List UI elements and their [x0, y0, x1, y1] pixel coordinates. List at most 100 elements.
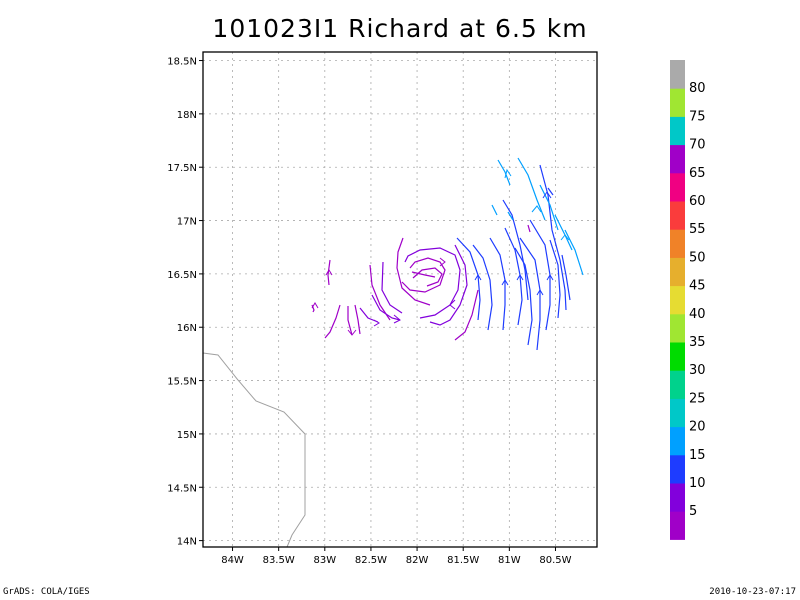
colorbar-label: 45 — [689, 279, 706, 294]
flow-arrow — [439, 257, 446, 267]
colorbar-swatch — [670, 116, 685, 146]
colorbar-swatch — [670, 60, 685, 89]
flow-arrow — [373, 319, 380, 327]
map-title: 101023I1 Richard at 6.5 km — [212, 14, 588, 43]
map-frame — [202, 51, 598, 548]
colorbar-label: 65 — [689, 166, 706, 181]
lon-tick-label: 84W — [221, 555, 244, 566]
colorbar-label: 15 — [689, 448, 706, 463]
flow-arrow — [546, 274, 554, 281]
colorbar-label: 35 — [689, 335, 706, 350]
streamline — [514, 247, 533, 346]
streamline — [396, 237, 431, 306]
streamline — [381, 261, 403, 314]
flow-arrow — [474, 274, 482, 281]
colorbar-label: 70 — [689, 138, 706, 153]
streamline — [517, 157, 546, 221]
colorbar-swatch — [670, 229, 685, 258]
flow-arrow — [325, 269, 333, 276]
streamline — [369, 264, 391, 321]
colorbar-swatch — [670, 313, 685, 343]
lat-tick-label: 14N — [177, 537, 197, 548]
colorbar-label: 55 — [689, 222, 706, 237]
streamline — [547, 187, 554, 196]
colorbar-label: 40 — [689, 307, 706, 322]
lat-tick-label: 16.5N — [167, 270, 197, 281]
colorbar-swatch — [670, 201, 685, 230]
lon-tick-label: 82.5W — [355, 555, 387, 566]
colorbar-swatch — [670, 285, 685, 315]
colorbar-label: 50 — [689, 250, 706, 265]
colorbar-label: 10 — [689, 476, 706, 491]
streamline — [539, 184, 559, 231]
lat-tick-label: 18N — [177, 110, 197, 121]
colorbar-swatch — [670, 342, 685, 371]
colorbar-label: 30 — [689, 363, 706, 378]
streamline — [324, 304, 341, 339]
colorbar-label: 20 — [689, 420, 706, 435]
axis-labels: 84W 83.5W 83W 82.5W 82W 81.5W 81W 80.5W 14N 14.5N… — [167, 57, 571, 566]
lat-tick-label: 15.5N — [167, 377, 197, 388]
lat-tick-label: 15N — [177, 430, 197, 441]
streamline — [359, 307, 379, 323]
colorbar-swatch — [670, 257, 685, 287]
colorbar-label: 5 — [689, 504, 697, 519]
streamlines — [311, 157, 584, 351]
lat-tick-label: 17N — [177, 217, 197, 228]
lon-tick-label: 81W — [498, 555, 521, 566]
streamline — [401, 257, 446, 293]
colorbar-swatch — [670, 454, 685, 484]
flow-arrow — [542, 191, 552, 199]
footer-timestamp: 2010-10-23-07:17 — [709, 587, 796, 597]
flow-arrow — [347, 329, 357, 336]
lon-tick-label: 83W — [313, 555, 336, 566]
lat-tick-label: 17.5N — [167, 163, 197, 174]
streamline — [497, 159, 511, 186]
streamline — [561, 254, 571, 301]
streamline — [502, 199, 529, 301]
streamline — [411, 271, 436, 278]
streamline — [327, 259, 331, 286]
lon-tick-label: 80.5W — [539, 555, 571, 566]
lon-tick-label: 83.5W — [263, 555, 295, 566]
coastline — [202, 352, 306, 548]
flow-arrow — [560, 234, 570, 241]
colorbar-label: 75 — [689, 109, 706, 124]
lat-tick-label: 18.5N — [167, 57, 197, 68]
colorbar-swatch — [670, 426, 685, 456]
gridlines — [203, 52, 597, 547]
streamline — [491, 204, 498, 216]
streamline — [347, 306, 353, 336]
colorbar-swatch — [670, 88, 685, 117]
colorbar: 5 10 15 20 25 30 35 40 45 50 55 60 65 70 75 80 — [670, 60, 706, 540]
colorbar-swatch — [670, 398, 685, 428]
lat-tick-label: 16N — [177, 323, 197, 334]
flow-arrow — [449, 299, 456, 310]
flow-arrow — [504, 168, 512, 179]
streamline — [429, 244, 468, 326]
streamline — [549, 239, 561, 319]
streamline — [412, 267, 443, 287]
colorbar-swatch — [670, 483, 685, 512]
streamline — [354, 304, 361, 335]
streamline — [527, 224, 531, 233]
streamline — [564, 229, 584, 276]
flow-arrow — [393, 314, 401, 324]
flow-arrow — [501, 279, 509, 286]
streamline — [472, 244, 493, 331]
colorbar-label: 60 — [689, 194, 706, 209]
streamline — [371, 294, 401, 321]
colorbar-swatch — [670, 144, 685, 174]
colorbar-label: 25 — [689, 391, 706, 406]
flow-arrow — [536, 289, 544, 296]
flow-arrow — [516, 274, 524, 281]
colorbar-swatch — [670, 511, 685, 540]
colorbar-swatch — [670, 172, 685, 202]
streamline — [454, 289, 479, 341]
streamline — [507, 211, 514, 221]
flow-arrow — [531, 205, 542, 213]
lon-tick-label: 81.5W — [447, 555, 479, 566]
streamline — [539, 164, 567, 311]
colorbar-label: 80 — [689, 81, 706, 96]
